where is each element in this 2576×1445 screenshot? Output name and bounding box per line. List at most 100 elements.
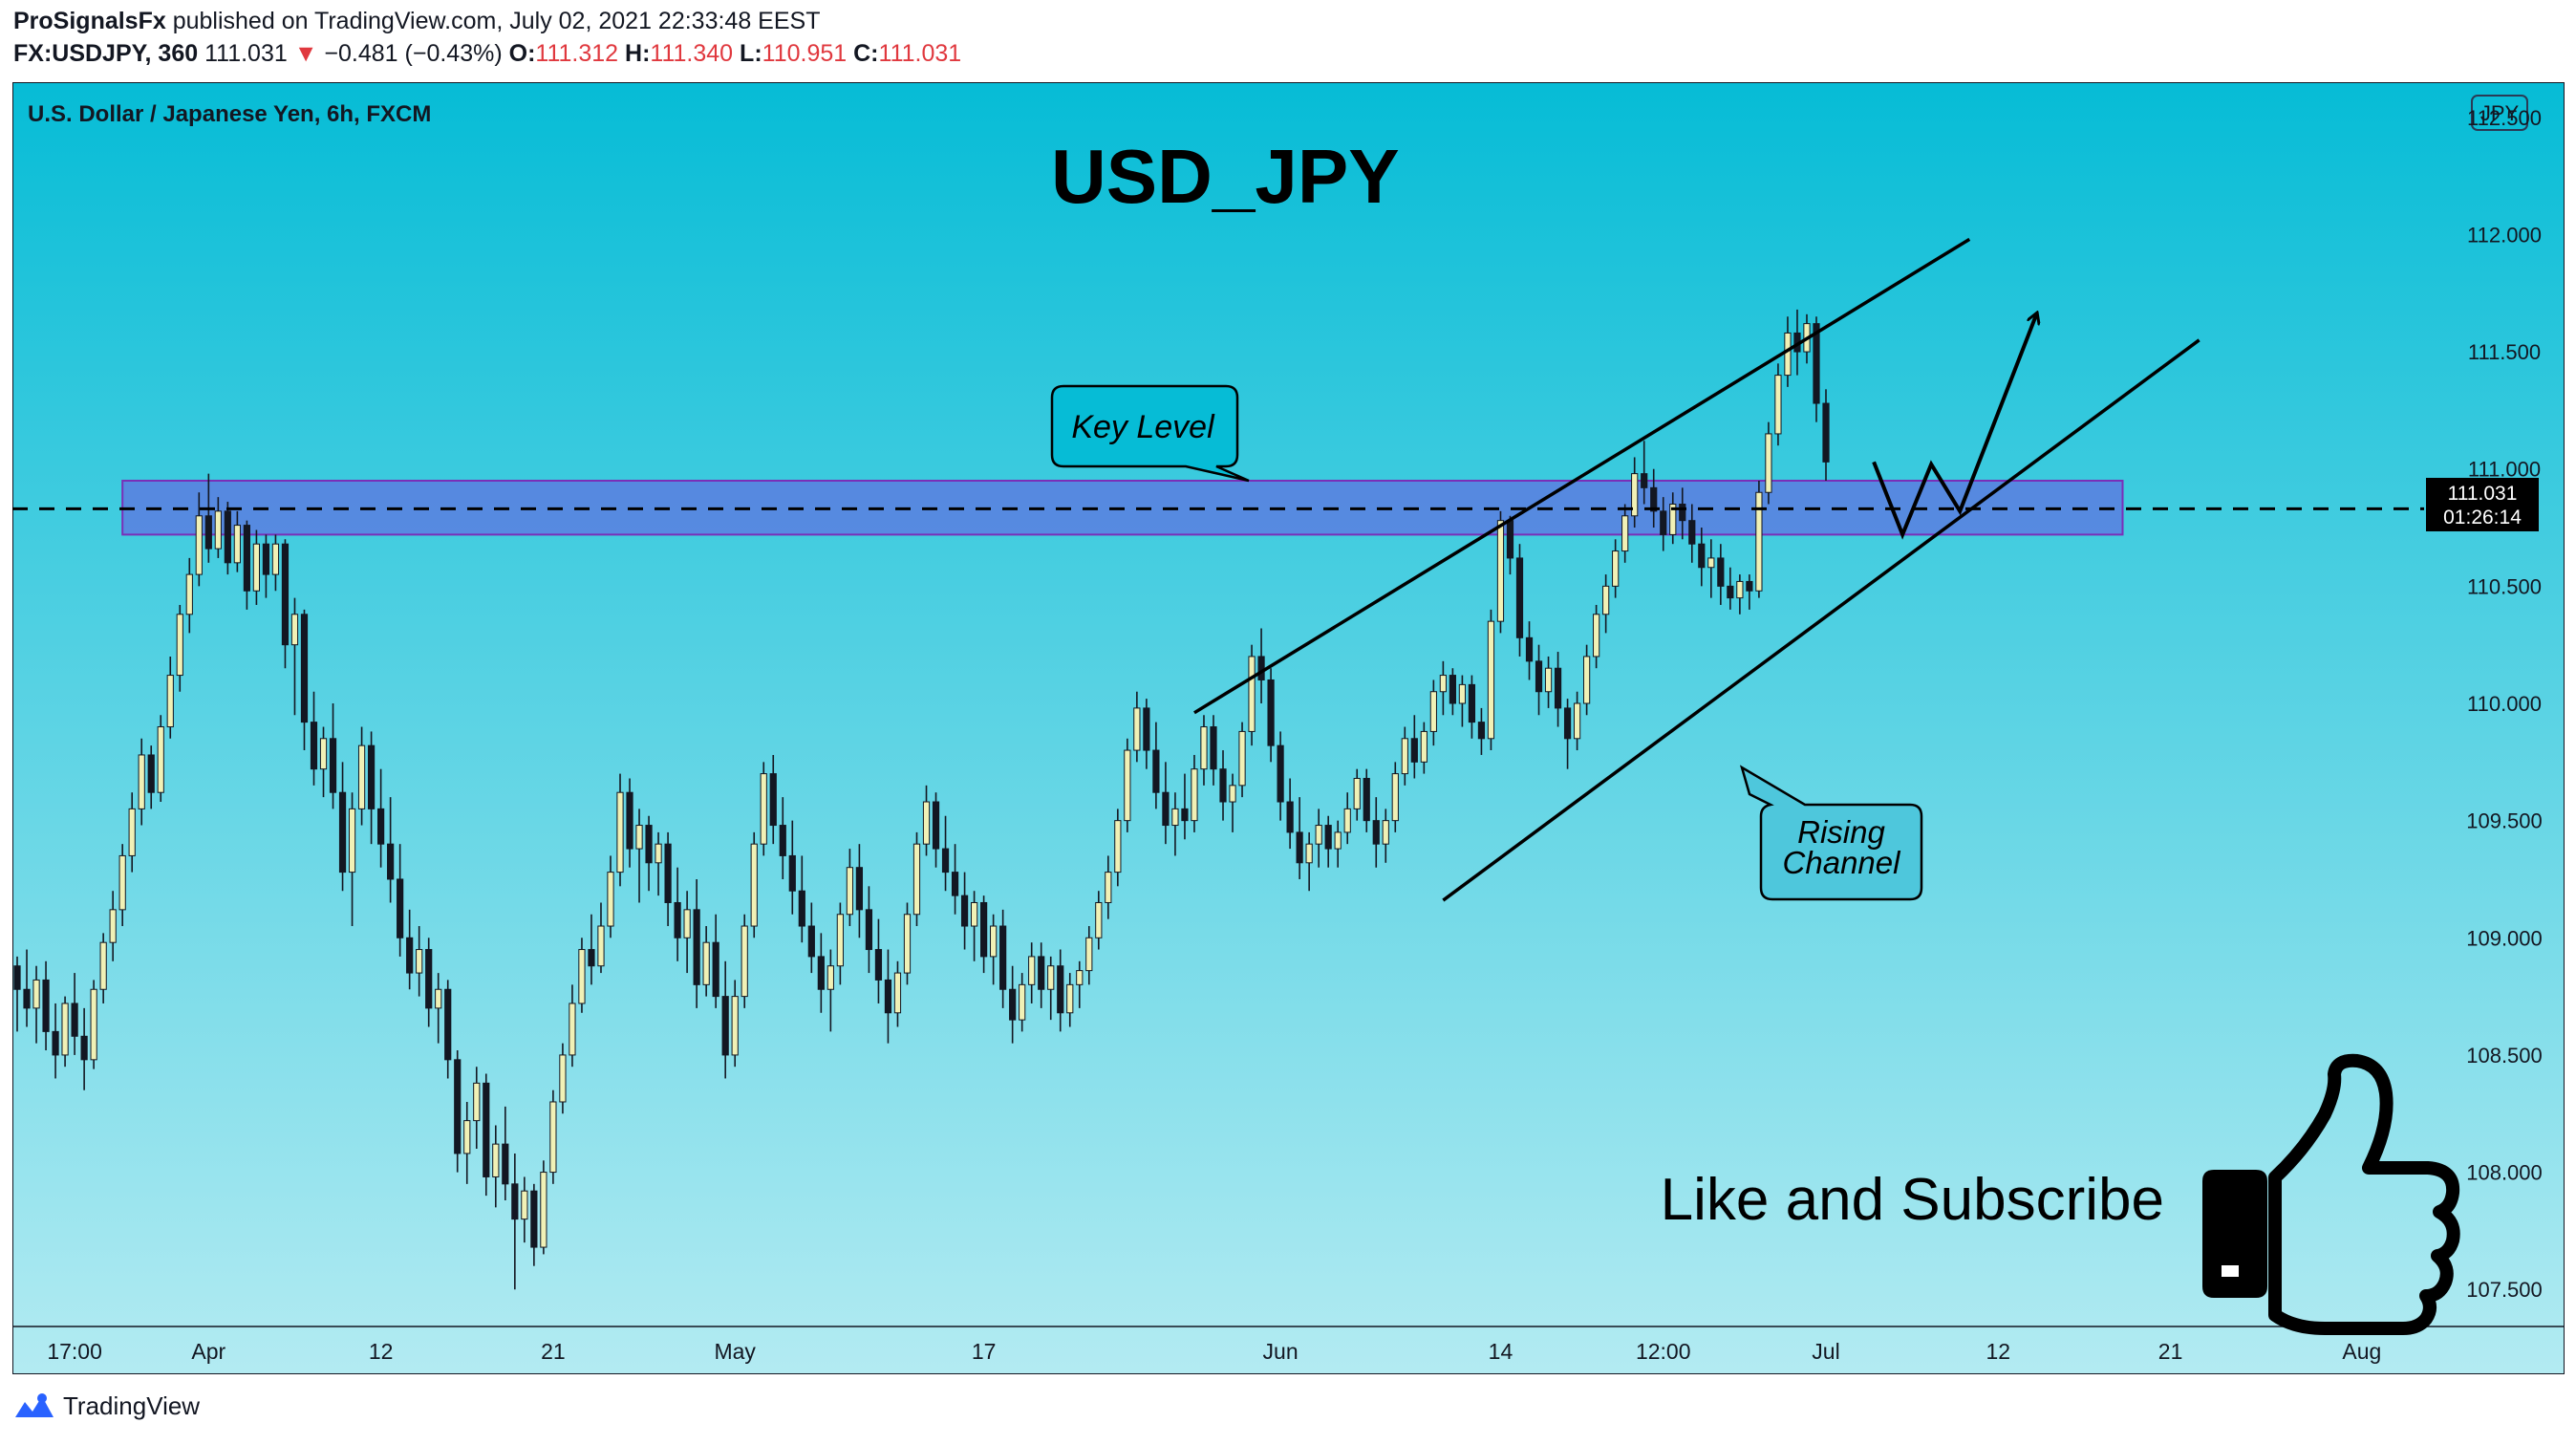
price-tick-label: 110.500	[2467, 574, 2542, 598]
candle-body	[23, 988, 31, 1009]
candle-body	[1019, 983, 1026, 1021]
publisher-name[interactable]: ProSignalsFx	[13, 8, 166, 34]
candle-body	[397, 878, 404, 938]
candle-body	[1544, 667, 1553, 693]
price-tick-label: 109.500	[2466, 809, 2543, 833]
footer: TradingView	[13, 1391, 200, 1421]
candle-body	[626, 791, 633, 850]
candle-body	[262, 543, 270, 575]
candle-body	[1267, 679, 1275, 746]
candle-body	[1813, 323, 1820, 404]
candle-body	[1583, 656, 1591, 704]
candle-body	[1324, 825, 1332, 850]
candle-body	[559, 1054, 567, 1103]
time-tick-label: 12	[369, 1339, 394, 1364]
candle-body	[1296, 831, 1303, 864]
candle-body	[1717, 557, 1725, 587]
rising-channel-callout: Rising Channel	[1739, 765, 1923, 901]
candle-body	[157, 726, 164, 793]
price-chart[interactable]: U.S. Dollar / Japanese Yen, 6h, FXCM USD…	[12, 82, 2565, 1374]
candle-body	[185, 573, 193, 615]
tradingview-brand[interactable]: TradingView	[63, 1391, 201, 1420]
candle-body	[1391, 773, 1399, 822]
candle-body	[1353, 777, 1361, 809]
candle-body	[128, 808, 136, 856]
candle-body	[1525, 636, 1534, 662]
publish-info: ProSignalsFx published on TradingView.co…	[13, 8, 820, 35]
candle-body	[1057, 965, 1064, 1014]
time-tick-label: 21	[2158, 1339, 2183, 1364]
candle-body	[1784, 332, 1792, 377]
candle-body	[502, 1143, 509, 1185]
candle-body	[138, 754, 145, 809]
candle-body	[166, 675, 174, 728]
candle-body	[329, 738, 337, 793]
rising-channel-callout-shape	[1739, 765, 1923, 901]
candle-body	[99, 941, 107, 990]
candle-body	[893, 972, 902, 1014]
candle-body	[1410, 738, 1418, 763]
price-tick-label: 112.500	[2467, 106, 2542, 130]
candle-body	[788, 854, 796, 892]
candle-body	[693, 909, 700, 985]
candle-body	[674, 901, 681, 938]
candle-body	[1238, 730, 1246, 787]
candle-body	[1343, 808, 1351, 833]
candle-body	[1487, 620, 1495, 740]
open-label: O:	[508, 40, 536, 67]
candle-body	[425, 949, 433, 1009]
candle-body	[607, 872, 614, 927]
currency-badge[interactable]: JPY	[2471, 95, 2528, 131]
close-value: 111.031	[878, 40, 962, 67]
candle-body	[1105, 872, 1112, 903]
candle-body	[1554, 667, 1562, 709]
time-tick-label: Jun	[1263, 1339, 1299, 1364]
candle-body	[980, 901, 988, 958]
candle-body	[769, 773, 777, 827]
candle-body	[999, 925, 1007, 990]
candle-body	[1707, 557, 1715, 569]
price-axis: 112.500 112.000 111.500 111.000 110.500 110.0…	[2466, 106, 2543, 1302]
tradingview-logo-icon[interactable]	[13, 1391, 55, 1421]
candle-body	[1047, 965, 1055, 990]
candle-body	[664, 843, 672, 903]
candle-body	[90, 988, 97, 1061]
candle-body	[1468, 683, 1476, 723]
candle-body	[951, 872, 959, 896]
candle-body	[588, 949, 595, 967]
candle-body	[702, 941, 710, 985]
channel-upper-line	[1193, 237, 1971, 715]
candle-body	[1200, 726, 1208, 770]
candle-body	[224, 510, 231, 564]
candle-body	[1698, 543, 1706, 569]
candle-body	[1458, 683, 1467, 704]
candle-body	[13, 965, 21, 990]
candle-body	[807, 925, 815, 958]
candle-body	[233, 525, 241, 564]
candle-body	[42, 979, 50, 1032]
candle-body	[281, 543, 290, 646]
candle-body	[1496, 520, 1505, 622]
candle-body	[530, 1190, 538, 1248]
price-change: −0.481 (−0.43%)	[324, 40, 503, 67]
candle-body	[836, 914, 844, 967]
candle-body	[1439, 675, 1447, 693]
candle-body	[1746, 580, 1753, 592]
candle-body	[1593, 614, 1600, 658]
candle-body	[645, 825, 653, 864]
candle-body	[377, 808, 385, 845]
candle-body	[912, 843, 921, 916]
candle-body	[71, 1003, 78, 1037]
candle-body	[884, 979, 892, 1014]
drawings	[12, 237, 2424, 902]
candle-body	[367, 744, 376, 809]
candles	[13, 309, 1830, 1290]
candle-body	[271, 543, 280, 575]
candle-body	[61, 1003, 69, 1056]
candle-body	[1315, 825, 1322, 845]
candle-body	[1765, 433, 1772, 493]
price-tick-label: 108.500	[2466, 1044, 2543, 1068]
candle-body	[817, 956, 825, 990]
candle-body	[176, 614, 183, 677]
candle-body	[406, 937, 414, 974]
